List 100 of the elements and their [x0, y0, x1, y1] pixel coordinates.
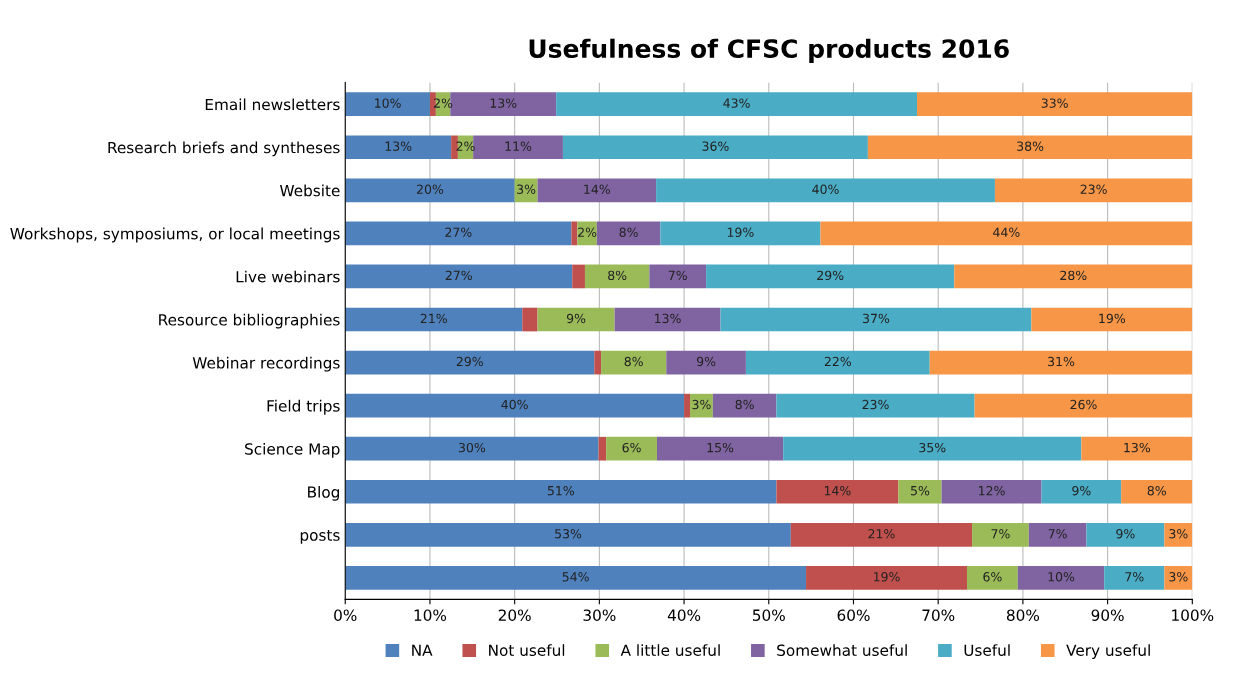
- data-label: 7%: [1048, 529, 1067, 539]
- bar: [898, 479, 942, 504]
- y-tick-label: Email newsletters: [205, 98, 340, 111]
- bar: [783, 436, 1082, 461]
- data-label: 7%: [668, 270, 687, 281]
- data-label: 14%: [584, 184, 611, 194]
- data-label: 33%: [1041, 98, 1068, 108]
- bar: [345, 566, 807, 590]
- x-tick-label: 90%: [1091, 609, 1124, 621]
- data-label: 7%: [1125, 572, 1144, 582]
- bar: [656, 178, 995, 203]
- bar: [706, 264, 955, 289]
- x-tick-label: 70%: [922, 609, 955, 621]
- bar: [556, 92, 918, 117]
- data-label: 19%: [727, 227, 754, 238]
- data-label: 10%: [375, 98, 401, 108]
- bar: [345, 92, 430, 117]
- bar: [522, 307, 538, 332]
- data-label: 6%: [983, 572, 1002, 582]
- bar: [994, 178, 1193, 203]
- bar: [776, 479, 899, 504]
- bar: [572, 264, 585, 289]
- y-tick-label: Field trips: [267, 399, 340, 415]
- bar: [820, 221, 1193, 246]
- legend-label: Very useful: [1066, 644, 1150, 659]
- legend-label: Somewhat useful: [777, 644, 907, 657]
- bar: [745, 350, 930, 375]
- legend-label: Not useful: [489, 644, 565, 657]
- bar: [1121, 479, 1193, 504]
- bar: [601, 350, 667, 375]
- bar: [1086, 522, 1165, 547]
- data-label: 8%: [735, 399, 754, 410]
- bar: [660, 221, 821, 246]
- data-label: 21%: [868, 529, 895, 539]
- bar: [596, 221, 661, 246]
- y-tick-label: posts: [300, 529, 340, 544]
- y-tick-label: Research briefs and syntheses: [108, 141, 340, 157]
- data-label: 31%: [1048, 356, 1075, 367]
- bar: [1041, 479, 1122, 504]
- bar: [1028, 522, 1087, 547]
- x-tick-label: 30%: [583, 609, 616, 621]
- bar: [451, 135, 458, 160]
- bar: [1031, 307, 1193, 332]
- bar: [806, 566, 967, 590]
- bar: [684, 393, 690, 418]
- data-label: 23%: [862, 399, 889, 410]
- y-tick-label: Live webinars: [236, 270, 340, 283]
- data-label: 14%: [824, 485, 851, 496]
- x-tick-label: 0%: [334, 609, 357, 621]
- data-label: 8%: [624, 356, 643, 367]
- data-label: 13%: [385, 141, 412, 151]
- bar: [345, 307, 523, 332]
- data-label: 43%: [723, 98, 750, 108]
- data-label: 7%: [991, 529, 1010, 539]
- data-label: 13%: [655, 313, 681, 324]
- bar: [1164, 566, 1193, 590]
- data-label: 40%: [501, 399, 528, 410]
- data-label: 27%: [445, 270, 472, 281]
- bar: [656, 436, 784, 461]
- y-tick-label: Workshops, symposiums, or local meetings: [10, 227, 340, 243]
- data-label: 20%: [416, 184, 444, 194]
- data-label: 40%: [812, 184, 839, 194]
- data-label: 36%: [702, 141, 729, 151]
- bar: [1104, 566, 1165, 590]
- data-label: 37%: [862, 313, 890, 324]
- bar: [966, 566, 1018, 590]
- data-label: 54%: [562, 572, 589, 582]
- bar: [429, 92, 436, 117]
- data-label: 28%: [1060, 270, 1087, 281]
- data-label: 26%: [1070, 399, 1097, 410]
- data-label: 22%: [824, 356, 852, 367]
- bar: [598, 436, 607, 461]
- data-label: 5%: [911, 485, 930, 496]
- data-label: 29%: [456, 356, 483, 367]
- data-label: 11%: [505, 141, 532, 151]
- data-label: 15%: [707, 442, 734, 453]
- data-label: 30%: [458, 442, 486, 453]
- bar: [345, 264, 573, 289]
- data-label: 23%: [1080, 184, 1107, 194]
- data-label: 8%: [619, 227, 638, 238]
- data-label: 9%: [696, 356, 716, 367]
- bar: [594, 350, 602, 375]
- x-tick-label: 50%: [752, 609, 785, 621]
- y-tick-label: Webinar recordings: [192, 356, 340, 372]
- data-label: 3%: [1169, 572, 1188, 582]
- data-label: 13%: [490, 98, 517, 108]
- bar: [1164, 522, 1193, 547]
- legend-label: Useful: [964, 644, 1010, 657]
- x-tick-label: 60%: [837, 609, 870, 621]
- data-label: 19%: [874, 572, 900, 582]
- data-label: 8%: [608, 270, 627, 281]
- x-tick-label: 10%: [414, 609, 447, 621]
- bar: [345, 393, 685, 418]
- bar: [974, 393, 1193, 418]
- data-label: 6%: [622, 442, 641, 453]
- bar: [1017, 566, 1105, 590]
- bar: [867, 135, 1193, 160]
- data-label: 21%: [420, 313, 447, 324]
- data-label: 9%: [1072, 485, 1091, 496]
- bar: [571, 221, 578, 246]
